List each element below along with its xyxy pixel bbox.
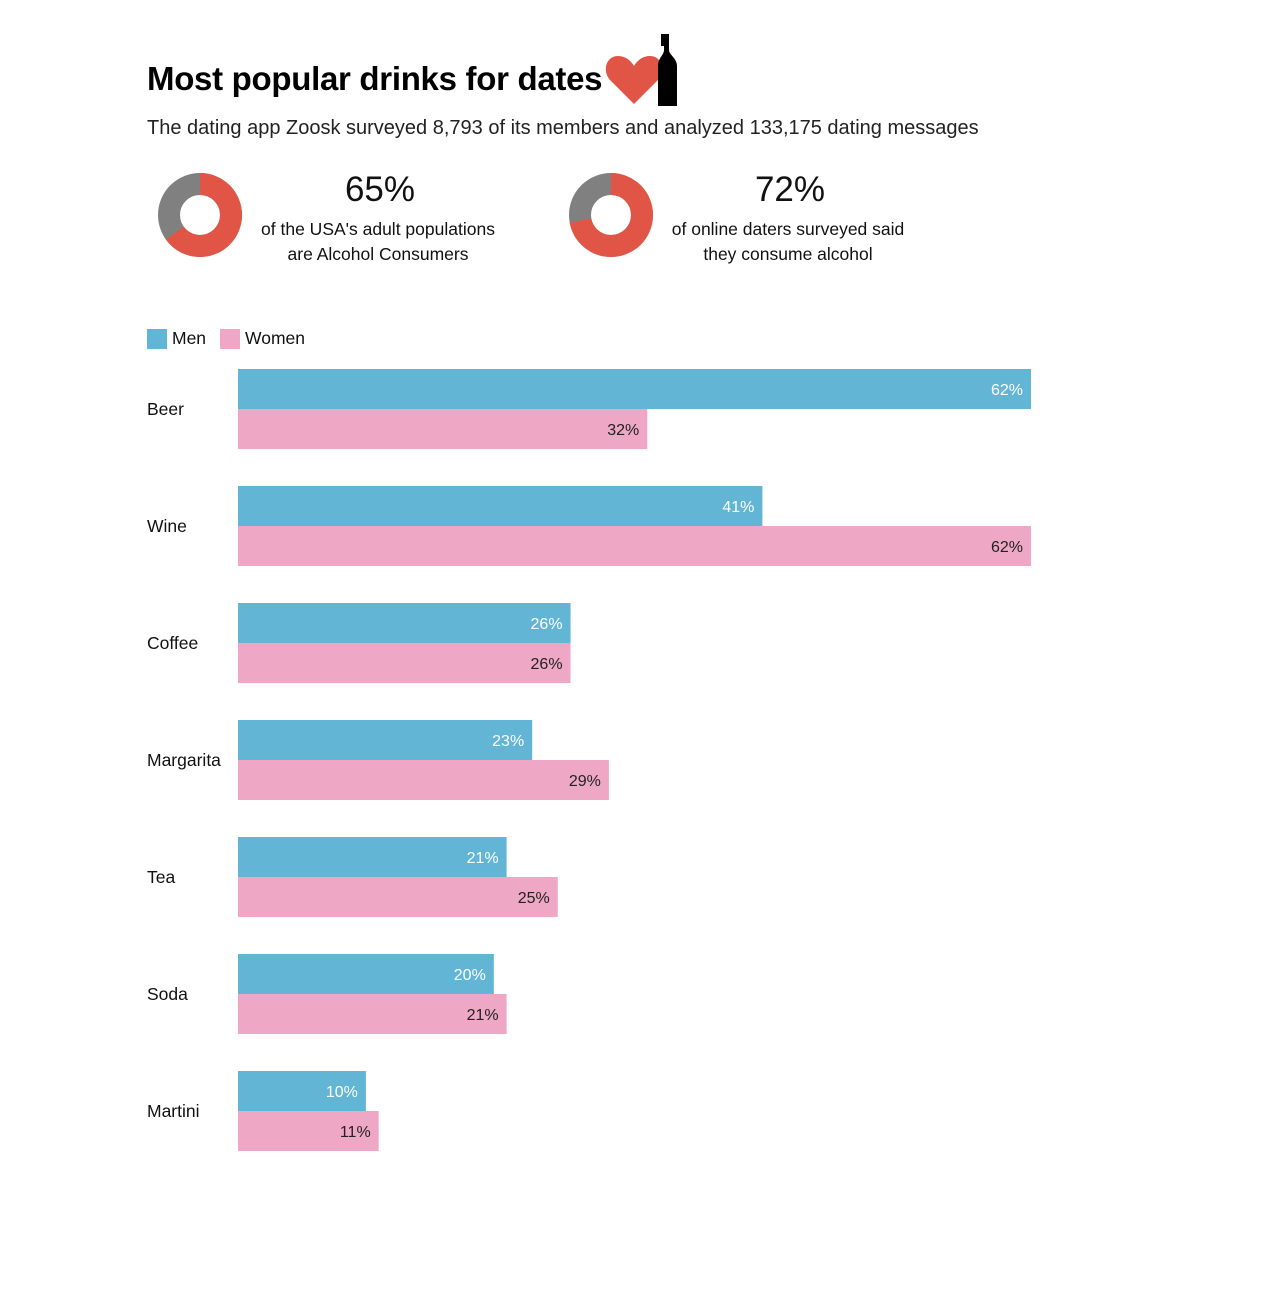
chart-subtitle: The dating app Zoosk surveyed 8,793 of i… (147, 117, 979, 139)
stat-desc-daters-alcohol: of online daters surveyed said they cons… (638, 217, 938, 267)
category-label-tea: Tea (147, 867, 175, 887)
data-label-soda-men: 20% (454, 967, 486, 984)
legend-item-men: Men (147, 328, 206, 349)
stat-desc-line: they consume alcohol (703, 244, 873, 264)
bar-coffee-men (238, 603, 571, 643)
data-label-soda-women: 21% (467, 1007, 499, 1024)
stat-desc-adult-alcohol: of the USA's adult populations are Alcoh… (228, 217, 528, 267)
legend-swatch-men (147, 328, 167, 349)
data-label-margarita-men: 23% (492, 733, 524, 750)
chart-legend: Men Women (147, 328, 319, 349)
data-label-beer-men: 62% (991, 382, 1023, 399)
chart-title: Most popular drinks for dates (147, 60, 603, 97)
category-label-margarita: Margarita (147, 750, 221, 770)
category-label-soda: Soda (147, 984, 188, 1004)
heart-bottle-icon (605, 34, 677, 106)
stat-desc-line: of online daters surveyed said (671, 219, 905, 239)
category-label-martini: Martini (147, 1101, 200, 1121)
bar-beer-men (238, 369, 1031, 409)
data-label-coffee-men: 26% (531, 616, 563, 633)
stat-value-daters-alcohol: 72% (754, 170, 826, 209)
data-label-tea-women: 25% (518, 890, 550, 907)
data-label-wine-women: 62% (991, 539, 1023, 556)
data-label-wine-men: 41% (722, 499, 754, 516)
category-label-coffee: Coffee (147, 633, 198, 653)
bar-wine-women (238, 526, 1031, 566)
bar-margarita-women (238, 760, 609, 800)
bar-martini-women (238, 1111, 379, 1151)
bar-wine-men (238, 486, 763, 526)
bar-tea-men (238, 837, 507, 877)
category-label-wine: Wine (147, 516, 187, 536)
bar-coffee-women (238, 643, 571, 683)
legend-label-men: Men (172, 328, 207, 348)
bar-martini-men (238, 1071, 366, 1111)
bar-soda-men (238, 954, 494, 994)
data-label-margarita-women: 29% (569, 773, 601, 790)
stat-desc-line: are Alcohol Consumers (287, 244, 469, 264)
legend-swatch-women (220, 328, 241, 349)
stat-desc-line: of the USA's adult populations (261, 219, 495, 239)
donut-arc-adult-alcohol (158, 173, 242, 257)
data-label-tea-men: 21% (467, 850, 499, 867)
donut-chart-daters-alcohol (569, 173, 653, 257)
data-label-martini-men: 10% (326, 1084, 358, 1101)
donut-chart-adult-alcohol (158, 173, 242, 257)
donut-arc-daters-alcohol (569, 173, 653, 257)
legend-item-women: Women (220, 328, 305, 349)
legend-label-women: Women (245, 328, 306, 348)
stat-value-adult-alcohol: 65% (344, 170, 416, 209)
bar-tea-women (238, 877, 558, 917)
data-label-coffee-women: 26% (531, 656, 563, 673)
bar-beer-women (238, 409, 648, 449)
bar-margarita-men (238, 720, 533, 760)
category-label-beer: Beer (147, 399, 184, 419)
data-label-martini-women: 11% (340, 1124, 371, 1141)
data-label-beer-women: 32% (607, 422, 639, 439)
bar-soda-women (238, 994, 507, 1034)
